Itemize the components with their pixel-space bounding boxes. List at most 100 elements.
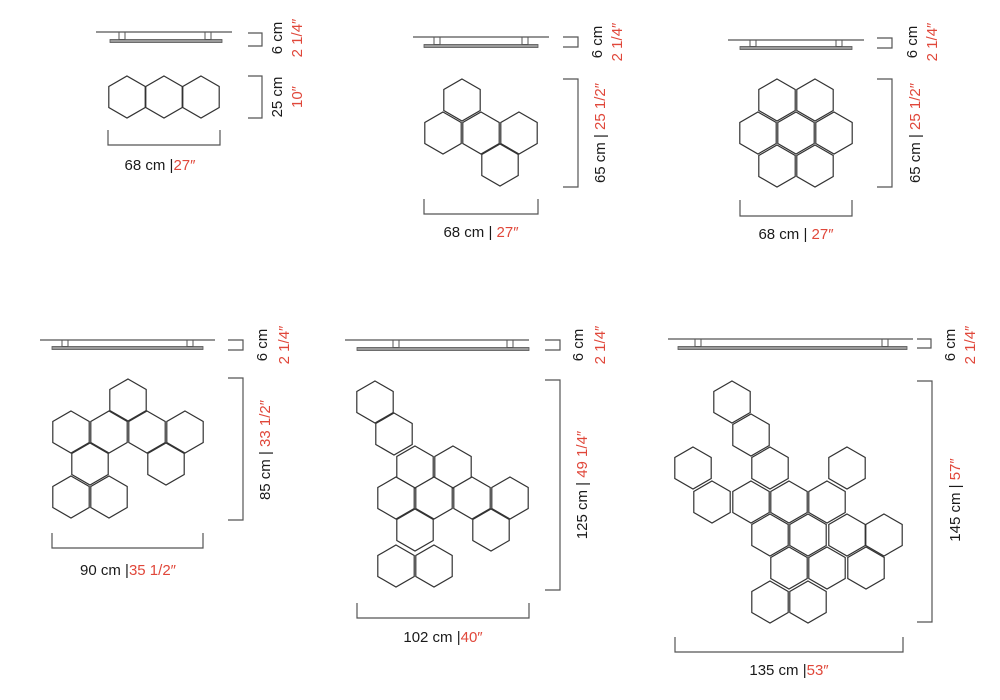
hexagon-panel (865, 513, 903, 557)
hexagon-panel (713, 380, 751, 424)
mount-post (118, 31, 126, 40)
hexagon-panel (109, 378, 147, 422)
mount-post (204, 31, 212, 40)
hexagon-panel (751, 580, 789, 624)
hexagon-panel (693, 480, 731, 524)
hexagon-panel (828, 513, 866, 557)
depth-cm-label: 6 cm (254, 329, 271, 362)
hexagon-panel (481, 143, 519, 187)
width-inch-label: 27″ (497, 224, 520, 241)
depth-inch-label: 2 1/4″ (609, 22, 626, 61)
width-bracket (356, 603, 530, 619)
width-label: 68 cm | 27″ (443, 224, 519, 241)
hexagon-panel (674, 446, 712, 490)
depth-bracket (545, 339, 561, 351)
height-bracket (545, 379, 561, 591)
hexagon-panel (396, 445, 434, 489)
height-cm-label: 65 cm | (907, 130, 924, 183)
hexagon-panel (52, 475, 90, 519)
width-bracket (423, 199, 539, 215)
panel-profile (51, 346, 204, 350)
configuration-6: 6 cm 2 1/4″ 145 cm | 57″ 135 cm |53″ (668, 325, 979, 679)
side-profile-view (40, 339, 215, 350)
hexagon-panel (375, 412, 413, 456)
hexagon-panel (828, 446, 866, 490)
hexagon-panel (377, 544, 415, 588)
height-bracket (228, 377, 244, 521)
hexagon-panel (732, 480, 770, 524)
depth-bracket (563, 36, 579, 48)
height-inch-label: 10″ (289, 85, 306, 108)
mount-post (506, 339, 514, 348)
side-profile-view (345, 339, 530, 351)
depth-bracket (228, 339, 244, 351)
depth-inch-label: 2 1/4″ (289, 18, 306, 57)
height-cm-label: 145 cm | (947, 480, 964, 541)
height-cm-label: 25 cm (269, 77, 286, 118)
hexagon-layout (424, 78, 538, 187)
height-label: 65 cm | 25 1/2″ (907, 82, 924, 183)
mount-post (694, 338, 702, 347)
panel-profile (423, 44, 539, 48)
hexagon-panel (166, 410, 204, 454)
depth-inch-label: 2 1/4″ (962, 325, 979, 364)
height-bracket (248, 75, 263, 119)
depth-cm-label: 6 cm (589, 26, 606, 59)
width-label: 68 cm | 27″ (758, 226, 834, 243)
hexagon-panel (424, 111, 462, 155)
hexagon-panel (758, 144, 796, 188)
width-label: 102 cm |40″ (403, 629, 483, 646)
height-label: 85 cm | 33 1/2″ (257, 399, 274, 500)
width-inch-label: 40″ (461, 629, 484, 646)
hexagon-panel (434, 445, 472, 489)
hexagon-panel (789, 513, 827, 557)
hexagon-layout (739, 78, 853, 188)
height-label: 145 cm | 57″ (947, 458, 964, 542)
width-cm-label: 68 cm | (758, 226, 811, 243)
hexagon-panel (443, 78, 481, 122)
height-cm-label: 65 cm | (592, 130, 609, 183)
width-label: 68 cm |27″ (125, 157, 197, 174)
hexagon-panel (815, 111, 853, 155)
width-inch-label: 53″ (807, 662, 830, 679)
depth-inch-label: 2 1/4″ (276, 325, 293, 364)
width-cm-label: 90 cm | (80, 562, 129, 579)
hexagon-panel (796, 78, 834, 122)
hexagon-panel (128, 410, 166, 454)
depth-cm-label: 6 cm (269, 22, 286, 55)
panel-profile (109, 39, 223, 43)
depth-cm-label: 6 cm (942, 329, 959, 362)
hexagon-panel (182, 75, 220, 119)
hexagon-panel (90, 410, 128, 454)
width-bracket (674, 637, 904, 653)
configuration-3: 6 cm 2 1/4″ 65 cm | 25 1/2″ 68 cm | 27″ (728, 22, 941, 243)
hexagon-layout (52, 378, 204, 519)
hexagon-panel (808, 546, 846, 590)
height-inch-label: 57″ (947, 458, 964, 481)
width-bracket (107, 130, 221, 146)
depth-inch-label: 2 1/4″ (924, 22, 941, 61)
height-label: 125 cm | 49 1/4″ (574, 430, 591, 539)
depth-bracket (248, 32, 263, 47)
height-bracket (877, 78, 893, 188)
side-profile-view (413, 36, 549, 48)
hexagon-panel (145, 75, 183, 119)
hexagon-panel (472, 508, 510, 552)
hexagon-panel (71, 442, 109, 486)
configuration-2: 6 cm 2 1/4″ 65 cm | 25 1/2″ 68 cm | 27″ (413, 22, 626, 241)
width-label: 90 cm |35 1/2″ (80, 562, 177, 579)
hexagon-layout (356, 380, 529, 588)
width-label: 135 cm |53″ (749, 662, 829, 679)
mount-post (749, 39, 757, 47)
depth-bracket (917, 338, 932, 349)
hexagon-panel (453, 476, 491, 520)
hexagon-panel (396, 508, 434, 552)
width-cm-label: 68 cm | (125, 157, 174, 174)
depth-bracket (877, 37, 893, 49)
hexagon-panel (751, 513, 789, 557)
side-profile-view (96, 31, 232, 43)
hexagon-panel (770, 480, 808, 524)
mount-post (835, 39, 843, 47)
hexagon-panel (90, 475, 128, 519)
hexagon-panel (770, 546, 808, 590)
